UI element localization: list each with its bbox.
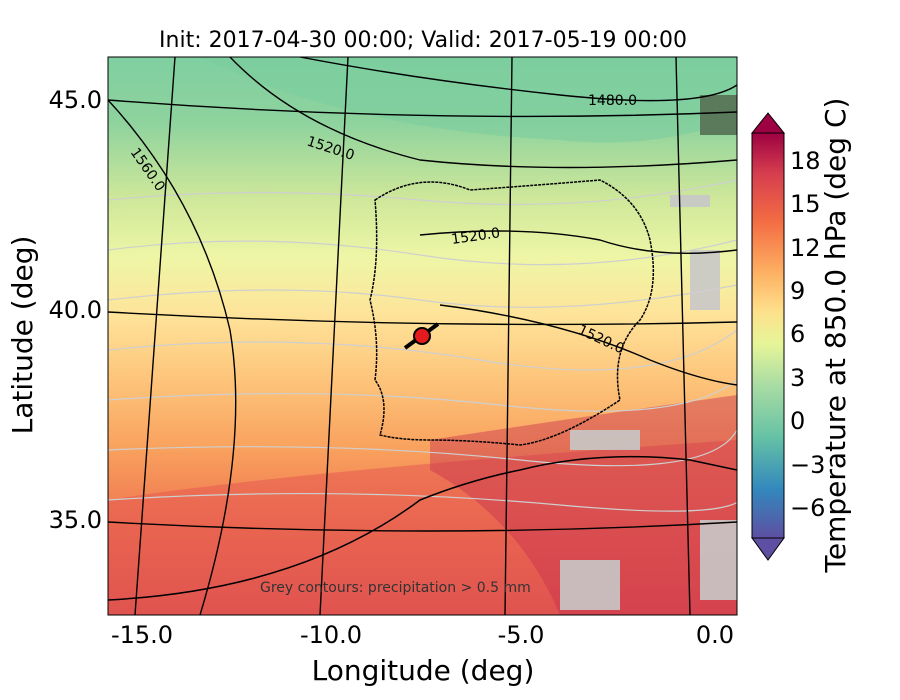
x-tick-label: -15.0 [111,621,173,649]
x-tick-label: -10.0 [300,621,362,649]
isotherm-contours [108,179,737,512]
chart-title: Init: 2017-04-30 00:00; Valid: 2017-05-1… [159,28,687,53]
x-tick-label: -5.0 [498,621,545,649]
precipitation-dark-areas [700,95,737,135]
x-axis-label: Longitude (deg) [312,654,535,687]
colorbar-tick: −6 [790,494,825,522]
y-axis-label: Latitude (deg) [6,236,39,435]
location-marker [413,327,431,345]
colorbar-tick: 3 [790,364,805,392]
colorbar: 18 15 12 9 6 3 0 −3 −6 Temperature at 85… [750,98,852,574]
colorbar-tick: 18 [790,147,821,175]
geopotential-contours [108,57,737,615]
map-frame [107,56,738,616]
colorbar-max-extend [750,112,786,134]
colorbar-min-extend [751,537,785,561]
graticule [108,57,737,615]
y-tick-label: 40.0 [49,296,102,324]
colorbar-tick: 12 [790,234,821,262]
x-tick-label: 0.0 [696,621,734,649]
precipitation-areas [560,195,737,610]
colorbar-label: Temperature at 850.0 hPa (deg C) [819,98,852,574]
colorbar-tick: 15 [790,190,821,218]
temperature-cool-zone [200,57,737,143]
colorbar-tick: 9 [790,277,805,305]
colorbar-tick: 0 [790,407,805,435]
contour-label-1520-center: 1520.0 [450,225,501,248]
y-tick-label: 45.0 [49,86,102,114]
colorbar-tick: 6 [790,320,805,348]
y-tick-label: 35.0 [49,506,102,534]
colorbar-tick: −3 [790,451,825,479]
precip-annotation: Grey contours: precipitation > 0.5 mm [260,580,531,596]
map-plot-area: 1480.0 1520.0 1560.0 1520.0 1520.0 Grey … [108,57,737,615]
north-africa-coastline [108,455,737,601]
colorbar-bar [751,132,785,539]
iberia-coastline [369,179,655,446]
contour-label-1480: 1480.0 [588,93,637,109]
